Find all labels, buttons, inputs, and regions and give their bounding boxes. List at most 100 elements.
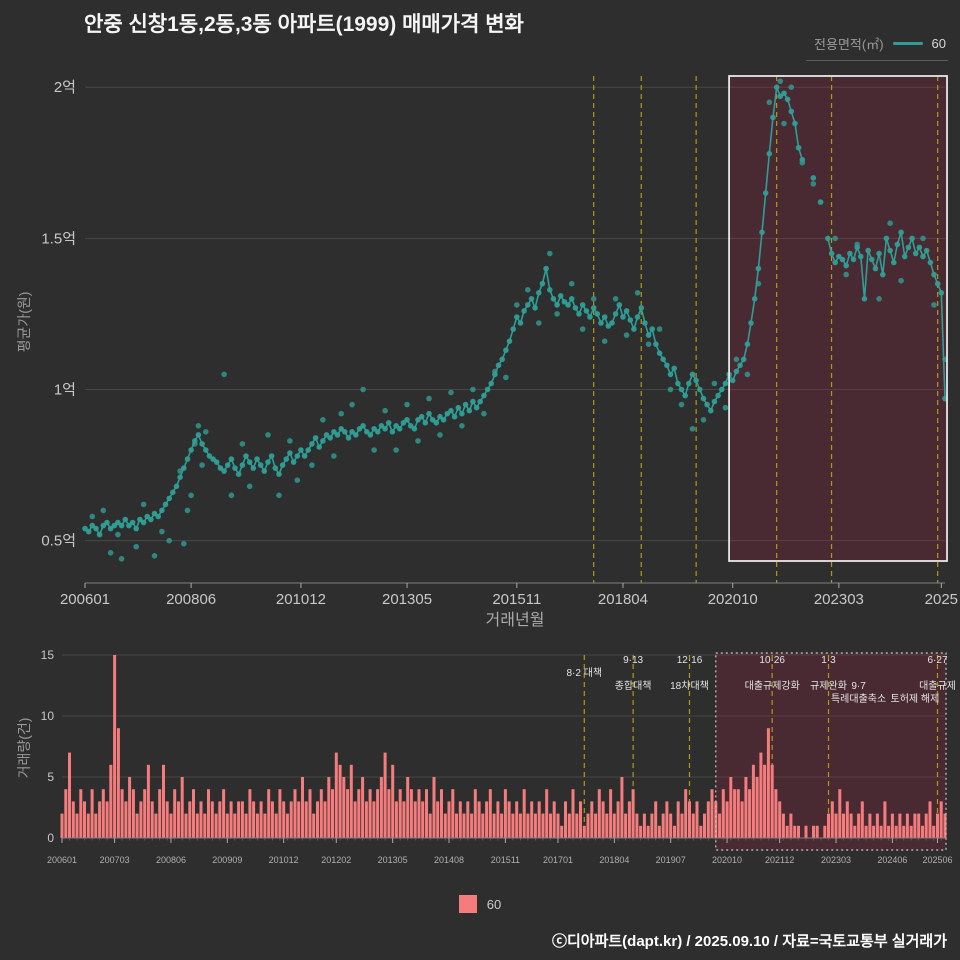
policy-annotation: 대출규제 <box>919 680 956 692</box>
volume-bar <box>331 789 334 838</box>
price-point <box>144 513 150 520</box>
x-tick-label: 200806 <box>166 591 216 608</box>
price-point <box>766 99 773 106</box>
price-point <box>188 492 194 499</box>
volume-bar <box>379 777 383 838</box>
price-point <box>177 474 183 481</box>
volume-bar <box>237 801 241 838</box>
price-point <box>660 356 666 363</box>
volume-bar <box>943 813 947 838</box>
volume-bar <box>518 813 522 838</box>
price-point <box>539 280 546 287</box>
price-point <box>243 453 249 459</box>
price-point <box>415 417 421 423</box>
price-point <box>159 528 165 535</box>
volume-bar <box>710 789 714 838</box>
price-point <box>612 296 619 302</box>
x-tick-label: 2025 <box>925 591 958 608</box>
volume-bar <box>376 789 380 838</box>
price-point <box>920 235 926 242</box>
price-point <box>843 271 849 278</box>
volume-bar <box>609 789 613 838</box>
volume-bar <box>879 825 883 838</box>
price-point <box>93 525 99 532</box>
price-point <box>744 371 751 378</box>
price-point <box>290 459 297 465</box>
volume-bar <box>432 777 436 838</box>
price-point <box>100 507 107 514</box>
volume-bar <box>680 813 684 838</box>
price-point <box>426 395 432 402</box>
volume-bar <box>706 801 710 838</box>
price-point <box>711 380 718 387</box>
series-line-swatch <box>892 42 923 45</box>
volume-bar <box>849 813 853 838</box>
price-point <box>656 326 663 332</box>
price-point <box>232 465 238 471</box>
volume-bar <box>511 813 515 838</box>
volume-bar <box>203 813 207 838</box>
price-point <box>151 553 158 559</box>
volume-bar <box>526 813 530 838</box>
volume-bar <box>425 789 428 838</box>
price-point <box>353 432 359 438</box>
price-point <box>250 465 257 471</box>
price-point <box>148 516 154 523</box>
price-point <box>181 540 187 547</box>
volume-bar <box>458 801 462 838</box>
volume-bar <box>319 789 323 838</box>
volume-bar <box>417 789 421 838</box>
volume-bar <box>507 801 511 838</box>
price-point <box>221 468 227 474</box>
price-point <box>572 305 579 311</box>
volume-bar <box>703 813 706 838</box>
volume-bar <box>274 813 278 838</box>
price-point <box>894 241 901 248</box>
price-point <box>484 386 491 393</box>
volume-bar <box>601 801 605 838</box>
price-point <box>246 483 253 490</box>
volume-bar <box>729 777 733 838</box>
price-point <box>155 513 161 520</box>
price-point <box>199 462 205 468</box>
price-point <box>748 320 754 326</box>
volume-bar <box>917 813 921 838</box>
price-point <box>828 250 835 257</box>
volume-bar <box>421 801 425 838</box>
x-tick-label: 202303 <box>814 591 864 608</box>
x-tick-label: 200703 <box>100 855 130 865</box>
price-point <box>503 374 509 381</box>
price-point <box>276 471 282 478</box>
price-point <box>96 531 103 538</box>
volume-bar <box>665 801 669 838</box>
price-point <box>477 398 484 405</box>
price-point <box>649 326 655 332</box>
price-point <box>126 522 132 529</box>
price-point <box>920 253 926 260</box>
price-point <box>609 320 615 326</box>
volume-bar <box>924 813 928 838</box>
y-tick-label: 5 <box>47 770 54 784</box>
legend-bottom-value: 60 <box>486 896 502 912</box>
price-point <box>773 84 780 90</box>
price-point <box>759 229 765 236</box>
x-tick-label: 201012 <box>276 591 326 608</box>
volume-bar <box>522 789 526 838</box>
price-point <box>854 241 860 248</box>
volume-bar <box>361 777 365 838</box>
volume-bar <box>485 801 489 838</box>
price-point <box>466 407 473 414</box>
volume-bar <box>748 789 752 838</box>
price-point <box>667 371 674 378</box>
x-tick-label: 202303 <box>821 855 851 865</box>
price-point <box>407 423 414 429</box>
price-point <box>799 160 806 166</box>
volume-bar <box>120 789 124 838</box>
price-point <box>638 305 645 311</box>
volume-bar <box>244 813 248 838</box>
volume-bar <box>60 813 64 838</box>
volume-bar <box>391 764 395 838</box>
volume-bar <box>304 801 308 838</box>
price-point <box>433 420 440 426</box>
price-point <box>927 259 934 266</box>
